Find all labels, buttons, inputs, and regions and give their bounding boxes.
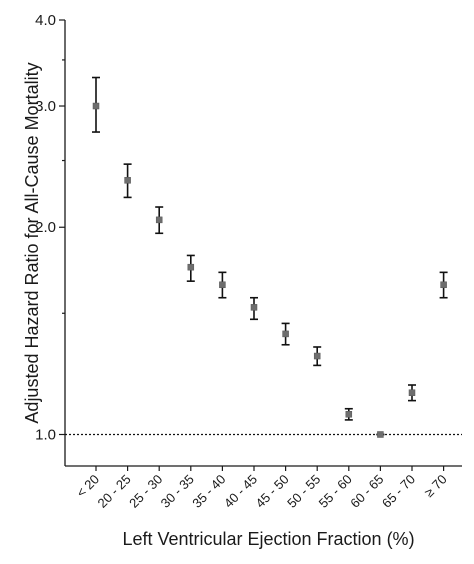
y-ticks: 1.0 2.0 3.0 4.0 — [35, 12, 65, 443]
y-tick-label: 3.0 — [35, 98, 56, 115]
x-tick-label: 60 - 65 — [347, 472, 386, 511]
point-marker — [345, 411, 353, 418]
data-point — [313, 346, 322, 367]
data-point — [186, 254, 195, 282]
x-tick-label: 65 - 70 — [379, 472, 418, 511]
point-marker — [377, 431, 384, 438]
x-tick-label: 45 - 50 — [252, 472, 291, 511]
data-point — [376, 431, 385, 438]
point-marker — [313, 352, 321, 360]
x-axis-title: Left Ventricular Ejection Fraction (%) — [122, 529, 414, 549]
point-marker — [187, 263, 195, 271]
data-point — [344, 407, 353, 421]
data-point — [218, 271, 227, 299]
x-tick-label: 30 - 35 — [158, 472, 197, 511]
point-marker — [440, 281, 447, 289]
data-point — [123, 163, 132, 199]
y-tick-label: 1.0 — [35, 426, 56, 443]
x-tick-label: 25 - 30 — [126, 472, 165, 511]
y-axis-title: Adjusted Hazard Ratio for All-Cause Mort… — [22, 62, 42, 423]
y-tick-label: 2.0 — [35, 219, 56, 236]
data-point — [281, 322, 290, 346]
data-point — [408, 384, 416, 402]
point-marker — [408, 389, 416, 396]
data-point — [155, 206, 164, 235]
axes — [64, 20, 462, 467]
point-marker — [219, 281, 226, 289]
x-tick-label: 20 - 25 — [94, 472, 133, 511]
point-marker — [92, 102, 100, 110]
point-marker — [282, 330, 289, 338]
x-tick-label: 40 - 45 — [221, 472, 260, 511]
point-marker — [155, 216, 163, 224]
x-tick-label: 55 - 60 — [316, 472, 355, 511]
y-tick-label: 4.0 — [35, 12, 56, 29]
x-tick-label: ≥ 70 — [421, 472, 449, 500]
data-points — [92, 76, 448, 438]
data-point — [439, 271, 448, 299]
point-marker — [250, 304, 258, 311]
data-point — [250, 296, 258, 321]
data-point — [92, 76, 100, 133]
x-tick-label: 35 - 40 — [189, 472, 228, 511]
point-marker — [124, 177, 131, 184]
x-tick-label: 50 - 55 — [284, 472, 323, 511]
